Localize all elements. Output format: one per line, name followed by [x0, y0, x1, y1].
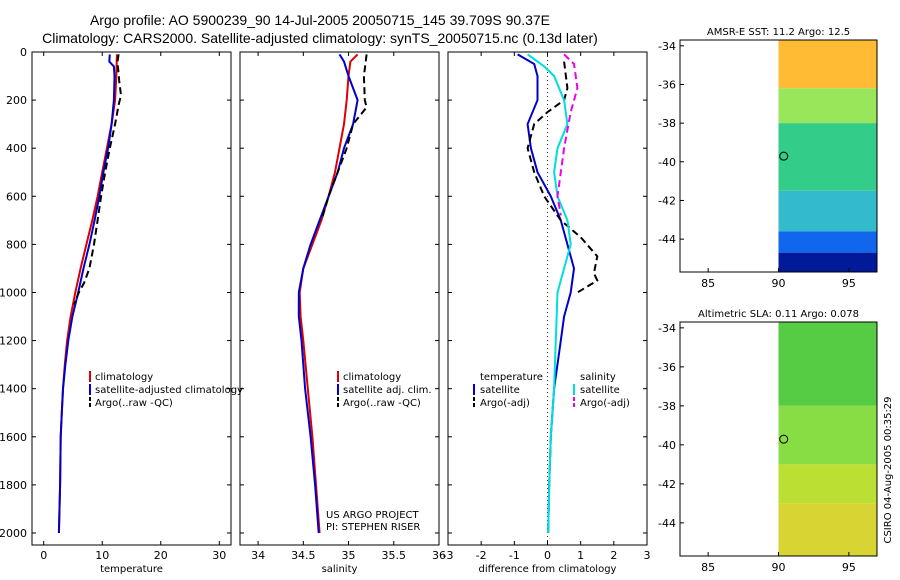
difference-legend-temperature-header: temperature [480, 372, 543, 383]
salinity-legend-label: Argo(..raw -QC) [343, 398, 421, 409]
sla_map-xtick-label: 90 [772, 561, 786, 574]
depth-tick-label: 1200 [0, 335, 27, 348]
figure-title-line1: Argo profile: AO 5900239_90 14-Jul-2005 … [89, 12, 551, 28]
difference-xtick-label: -3 [443, 549, 454, 562]
temperature-xtick-label: 30 [212, 549, 226, 562]
sst_map-xtick-label: 95 [842, 277, 856, 290]
temperature-legend-label: climatology [95, 372, 153, 383]
sst_map-ytick-label: -44 [658, 233, 676, 246]
sst_map-color-band [778, 123, 877, 191]
salinity-xtick-label: 34.5 [291, 549, 316, 562]
sst_map-float-marker [779, 151, 789, 161]
difference-xtick-label: 3 [644, 549, 651, 562]
sst_map-color-band [778, 88, 877, 124]
temperature-xlabel: temperature [100, 564, 163, 575]
difference-xtick-label: 0 [544, 549, 551, 562]
sst_map-xtick-label: 85 [701, 277, 715, 290]
depth-tick-label: 200 [6, 94, 27, 107]
depth-tick-label: 2000 [0, 527, 27, 540]
salinity-legend-label: satellite adj. clim. [343, 385, 432, 396]
sla_map-ytick-label: -44 [658, 517, 676, 530]
sla_map-float-marker [779, 434, 789, 444]
salinity-legend-label: climatology [343, 372, 401, 383]
sla_map-color-band [778, 405, 877, 465]
pi-label: PI: STEPHEN RISER [326, 522, 420, 533]
difference-legend-label: Argo(-adj) [580, 398, 630, 409]
sst_map-color-band [778, 40, 877, 89]
sla_map-xtick-label: 95 [842, 561, 856, 574]
sst_map-ytick-label: -42 [658, 194, 676, 207]
sst_map-ytick-label: -40 [658, 156, 676, 169]
temperature-xtick-label: 10 [95, 549, 109, 562]
salinity-series-satellite-adj-clim- [297, 53, 359, 534]
sla_map-color-band [778, 322, 877, 406]
sla_map-ytick-label: -40 [658, 439, 676, 452]
temperature-xtick-label: 0 [40, 549, 47, 562]
difference-xtick-label: 2 [610, 549, 617, 562]
temperature-legend-label: satellite-adjusted climatology [95, 385, 243, 396]
depth-tick-label: 1000 [0, 286, 27, 299]
depth-tick-label: 1400 [0, 383, 27, 396]
sla_map-xtick-label: 85 [701, 561, 715, 574]
credit-label: CSIRO 04-Aug-2005 00:35:29 [883, 396, 894, 543]
difference-legend-salinity-header: salinity [580, 372, 616, 383]
difference-series-salinity-satellite [527, 53, 572, 534]
salinity-xtick-label: 35 [342, 549, 356, 562]
salinity-xlabel: salinity [322, 564, 358, 575]
difference-legend-label: satellite [580, 385, 620, 396]
sst_map-title: AMSR-E SST: 11.2 Argo: 12.5 [707, 27, 850, 38]
salinity-xtick-label: 34 [251, 549, 265, 562]
sst_map-ytick-label: -38 [658, 117, 676, 130]
sla_map-color-band [778, 503, 877, 556]
depth-tick-label: 800 [6, 238, 27, 251]
figure-title-line2: Climatology: CARS2000. Satellite-adjuste… [42, 30, 598, 46]
temperature-legend-label: Argo(..raw -QC) [95, 398, 173, 409]
difference-series-salinity-argo-adj- [556, 53, 579, 216]
sst_map-color-band [778, 190, 877, 232]
sst_map-ytick-label: -34 [658, 40, 676, 53]
sla_map-color-band [778, 464, 877, 504]
temperature-series-satellite-adjusted-climatology [57, 54, 116, 534]
depth-tick-label: 0 [20, 46, 27, 59]
sst_map-color-band [778, 231, 877, 253]
difference-series-temperature-argo-adj- [526, 61, 599, 294]
difference-xlabel: difference from climatology [479, 564, 617, 575]
difference-legend-label: Argo(-adj) [480, 398, 530, 409]
sla_map-ytick-label: -36 [658, 361, 676, 374]
sst_map-ytick-label: -36 [658, 78, 676, 91]
depth-tick-label: 400 [6, 142, 27, 155]
sst_map-color-band [778, 252, 877, 272]
temperature-axes-frame [31, 51, 232, 546]
sla_map-title: Altimetric SLA: 0.11 Argo: 0.078 [698, 309, 859, 320]
depth-tick-label: 1800 [0, 479, 27, 492]
salinity-axes-frame [239, 51, 440, 546]
difference-legend-label: satellite [480, 385, 520, 396]
salinity-xtick-label: 36 [432, 549, 446, 562]
difference-axes-frame [447, 51, 648, 546]
difference-xtick-label: -1 [509, 549, 520, 562]
sla_map-ytick-label: -34 [658, 322, 676, 335]
salinity-xtick-label: 35.5 [382, 549, 407, 562]
project-label: US ARGO PROJECT [326, 510, 420, 521]
salinity-series-climatology [298, 53, 359, 534]
sla_map-ytick-label: -42 [658, 478, 676, 491]
depth-tick-label: 1600 [0, 431, 27, 444]
difference-xtick-label: -2 [476, 549, 487, 562]
depth-tick-label: 600 [6, 190, 27, 203]
difference-xtick-label: 1 [577, 549, 584, 562]
sst_map-xtick-label: 90 [772, 277, 786, 290]
temperature-xtick-label: 20 [154, 549, 168, 562]
sla_map-ytick-label: -38 [658, 400, 676, 413]
